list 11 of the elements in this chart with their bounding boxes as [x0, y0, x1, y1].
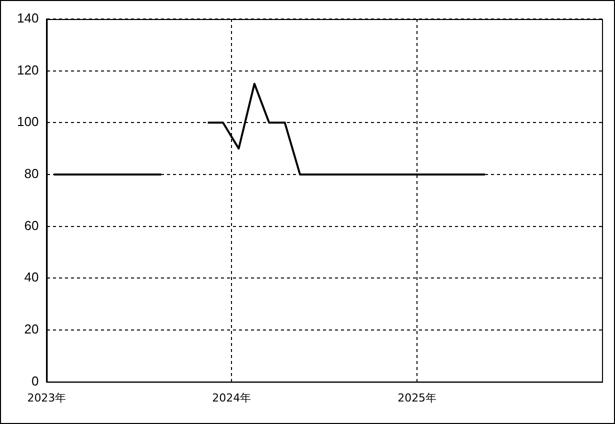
x-tick-label: 2023年 — [27, 391, 66, 404]
x-tick-label: 2025年 — [398, 391, 437, 404]
y-tick-label: 0 — [31, 373, 39, 388]
x-tick-label: 2024年 — [212, 391, 252, 404]
y-tick-label: 60 — [24, 218, 39, 233]
y-tick-label: 140 — [16, 10, 39, 26]
y-tick-label: 40 — [24, 270, 39, 285]
y-tick-label: 80 — [24, 166, 39, 182]
y-tick-label: 20 — [24, 322, 39, 337]
y-tick-label: 100 — [16, 114, 39, 130]
y-tick-label: 120 — [16, 62, 39, 78]
